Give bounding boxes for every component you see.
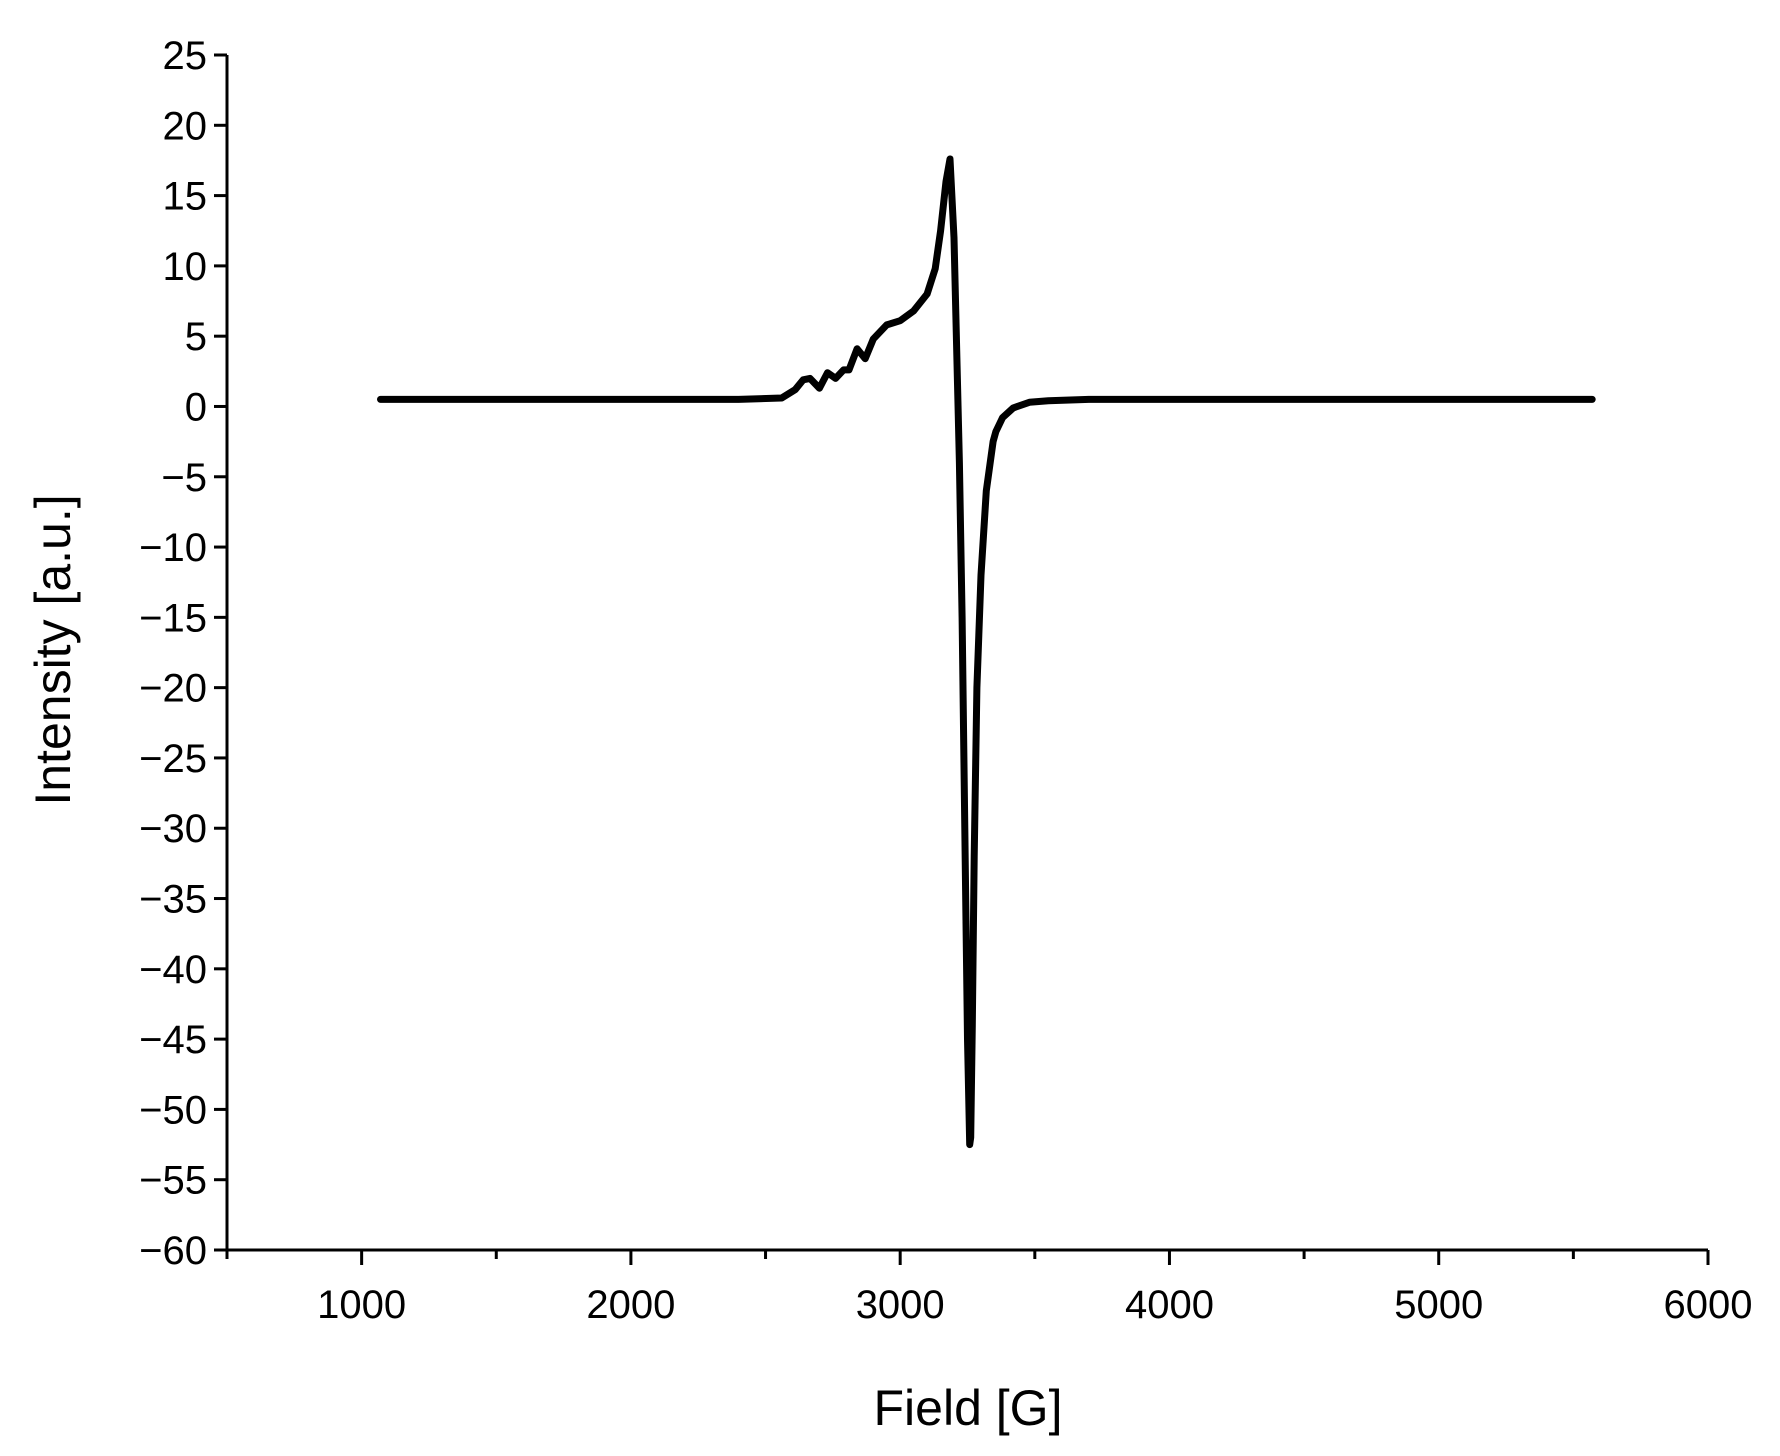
x-tick-label: 2000 — [586, 1283, 675, 1327]
y-tick-label: −25 — [139, 737, 207, 781]
y-tick-label: −55 — [139, 1159, 207, 1203]
y-tick-label: 15 — [163, 175, 208, 219]
y-tick-label: 25 — [163, 34, 208, 78]
y-tick-label: −40 — [139, 948, 207, 992]
x-axis: 1000 2000 3000 4000 5000 6000 — [225, 1248, 1753, 1327]
y-tick-label: −45 — [139, 1018, 207, 1062]
y-tick-label: 10 — [163, 245, 208, 289]
x-tick-label: 6000 — [1664, 1283, 1753, 1327]
y-tick-label: −50 — [139, 1088, 207, 1132]
y-tick-label: −35 — [139, 878, 207, 922]
y-tick-label: −10 — [139, 526, 207, 570]
y-axis-label: Intensity [a.u.] — [25, 494, 81, 805]
y-tick-label: −30 — [139, 807, 207, 851]
y-tick-label: 0 — [185, 385, 207, 429]
x-axis-label: Field [G] — [874, 1380, 1063, 1436]
y-axis: 25 20 15 10 5 0 −5 −10 −15 −20 −25 −30 −35 −40 −45 −50 −… — [139, 34, 229, 1273]
series-line-0 — [377, 155, 1596, 1149]
x-tick-label: 3000 — [856, 1283, 945, 1327]
y-tick-label: −60 — [139, 1229, 207, 1273]
x-tick-label: 5000 — [1394, 1283, 1483, 1327]
x-tick-label: 1000 — [317, 1283, 406, 1327]
y-tick-label: −5 — [161, 456, 207, 500]
y-tick-label: −20 — [139, 667, 207, 711]
series-group — [377, 155, 1596, 1149]
y-tick-label: −15 — [139, 596, 207, 640]
x-tick-label: 4000 — [1125, 1283, 1214, 1327]
y-tick-label: 20 — [163, 104, 208, 148]
y-tick-label: 5 — [185, 315, 207, 359]
